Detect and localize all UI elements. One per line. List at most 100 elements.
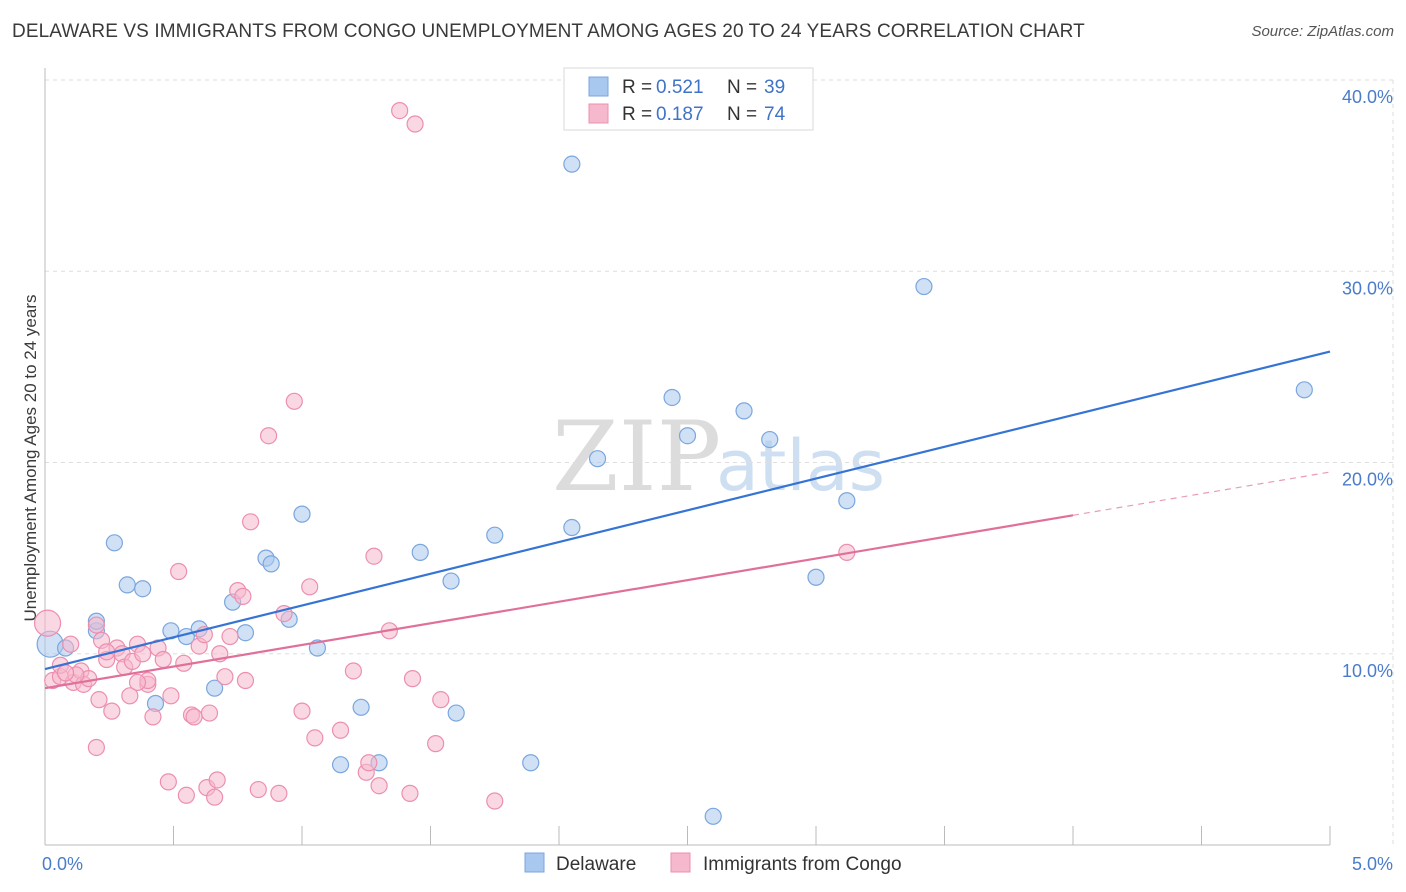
point-delaware-13: [236, 624, 255, 642]
trend-line-congo-extension: [1072, 471, 1331, 516]
chart-title: DELAWARE VS IMMIGRANTS FROM CONGO UNEMPL…: [12, 21, 1085, 42]
point-congo-48: [270, 784, 288, 802]
point-congo-39: [208, 771, 226, 789]
legend-swatch-delaware: [588, 76, 609, 97]
point-delaware-34: [761, 430, 779, 449]
x-tick-label-0: 0.0%: [42, 854, 83, 874]
trend-lines: [44, 350, 1331, 690]
y-tick-label-2: 30.0%: [1342, 278, 1393, 298]
legend-r-label-congo: R =: [622, 104, 652, 125]
point-congo-57: [365, 547, 383, 565]
legend-n-value-delaware: 39: [764, 77, 785, 98]
point-congo-61: [401, 784, 419, 802]
point-delaware-32: [704, 807, 722, 825]
point-delaware-38: [1295, 381, 1313, 399]
axes: [44, 68, 1331, 846]
point-congo-14: [103, 702, 121, 720]
point-delaware-31: [678, 427, 697, 445]
point-congo-37: [200, 704, 219, 722]
source-credit: Source: ZipAtlas.com: [1251, 23, 1394, 40]
y-axis-label: Unemployment Among Ages 20 to 24 years: [21, 295, 40, 622]
bottom-legend-label-congo: Immigrants from Congo: [703, 854, 902, 875]
point-congo-33: [185, 708, 203, 726]
point-delaware-15: [262, 555, 280, 573]
y-tick-label-1: 20.0%: [1342, 470, 1393, 490]
bottom-legend: Delaware Immigrants from Congo: [524, 852, 902, 875]
legend-r-label-delaware: R =: [622, 77, 652, 98]
point-delaware-29: [563, 155, 581, 173]
point-congo-50: [285, 392, 303, 410]
point-congo-63: [406, 115, 424, 133]
point-congo-54: [344, 662, 362, 680]
point-congo-47: [259, 427, 278, 445]
trend-line-congo: [44, 514, 1074, 690]
point-congo-0: [33, 609, 62, 637]
point-congo-46: [249, 780, 267, 799]
legend-r-value-delaware: 0.521: [656, 77, 704, 98]
point-congo-27: [159, 773, 177, 791]
point-delaware-20: [352, 698, 370, 716]
point-congo-51: [293, 702, 311, 720]
trend-line-delaware: [44, 350, 1331, 671]
point-congo-21: [134, 645, 152, 663]
bottom-legend-label-delaware: Delaware: [556, 854, 636, 875]
x-tick-label-1: 5.0%: [1352, 854, 1393, 874]
bottom-legend-swatch-delaware: [524, 852, 545, 873]
point-delaware-24: [447, 704, 465, 722]
point-congo-64: [427, 735, 445, 753]
legend-n-label-congo: N =: [727, 104, 757, 125]
point-congo-66: [486, 792, 504, 810]
watermark-atlas: atlas: [716, 425, 885, 507]
point-delaware-19: [331, 756, 350, 774]
point-congo-72: [331, 721, 350, 739]
point-congo-56: [360, 754, 378, 772]
legend-swatch-congo: [588, 103, 609, 124]
point-congo-29: [170, 562, 188, 581]
point-congo-45: [242, 513, 260, 531]
point-congo-24: [144, 708, 162, 726]
point-delaware-4: [105, 534, 123, 552]
point-delaware-35: [807, 568, 825, 586]
point-delaware-6: [134, 580, 152, 598]
legend-r-value-congo: 0.187: [656, 104, 704, 125]
point-congo-43: [234, 587, 252, 605]
legend-n-label-delaware: N =: [727, 77, 757, 98]
watermark: ZIP atlas: [552, 401, 885, 513]
point-delaware-11: [206, 679, 224, 697]
point-congo-10: [87, 738, 106, 757]
point-congo-4: [62, 635, 80, 653]
point-congo-60: [391, 101, 409, 120]
point-delaware-26: [522, 754, 540, 772]
legend-box: R = 0.521 N = 39 R = 0.187 N = 74: [563, 67, 814, 131]
point-congo-40: [216, 668, 234, 686]
point-delaware-22: [411, 543, 429, 561]
point-congo-53: [306, 729, 324, 747]
point-congo-18: [121, 687, 139, 705]
point-congo-62: [403, 670, 422, 688]
y-tick-label-3: 40.0%: [1342, 87, 1393, 107]
point-delaware-28: [588, 450, 607, 468]
point-congo-52: [301, 578, 319, 596]
point-congo-41: [221, 627, 239, 646]
point-congo-44: [236, 671, 255, 690]
point-congo-11: [90, 691, 108, 709]
point-delaware-27: [563, 518, 581, 537]
y-tick-label-0: 10.0%: [1342, 661, 1393, 681]
point-delaware-23: [442, 572, 460, 590]
point-delaware-33: [735, 402, 753, 420]
bottom-legend-swatch-congo: [670, 852, 691, 873]
point-congo-69: [128, 673, 147, 692]
point-congo-58: [370, 777, 388, 795]
point-congo-71: [56, 664, 75, 682]
point-congo-28: [162, 687, 180, 705]
point-congo-9: [87, 616, 106, 634]
tick-labels: 10.0% 20.0% 30.0% 40.0% 0.0% 5.0%: [42, 87, 1393, 874]
point-delaware-30: [663, 388, 681, 407]
point-delaware-25: [486, 526, 504, 544]
point-congo-31: [177, 786, 195, 804]
point-delaware-37: [915, 277, 933, 296]
point-congo-38: [206, 788, 224, 806]
gridlines: [45, 79, 1395, 845]
point-delaware-5: [118, 576, 136, 594]
